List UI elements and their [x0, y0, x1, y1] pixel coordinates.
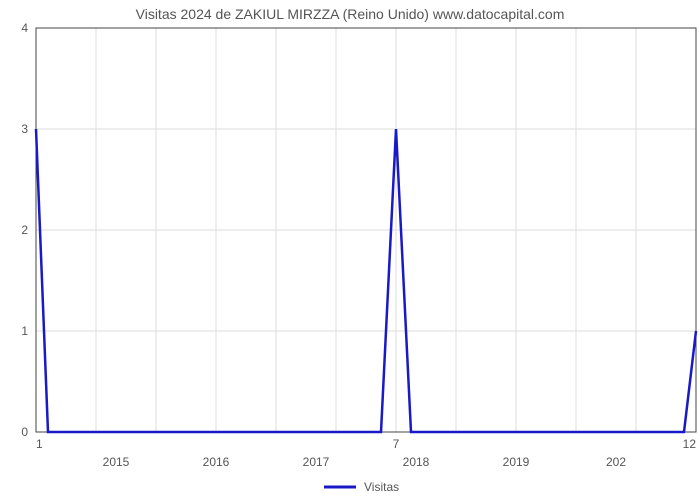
y-tick-label: 2	[21, 223, 28, 237]
line-chart: Visitas 2024 de ZAKIUL MIRZZA (Reino Uni…	[0, 0, 700, 500]
legend-label: Visitas	[364, 480, 399, 494]
chart-plot-area: 01234171220152016201720182019202Visitas	[0, 0, 700, 500]
x-tick-year-label: 2018	[403, 455, 430, 469]
x-tick-year-label: 2015	[103, 455, 130, 469]
y-tick-label: 1	[21, 324, 28, 338]
x-tick-year-label: 2019	[503, 455, 530, 469]
y-tick-label: 0	[21, 425, 28, 439]
x-tick-month-label: 12	[683, 437, 697, 451]
x-tick-year-label: 2017	[303, 455, 330, 469]
x-tick-month-label: 1	[36, 437, 43, 451]
x-tick-month-label: 7	[393, 437, 400, 451]
y-tick-label: 3	[21, 122, 28, 136]
series-line-visitas	[36, 129, 696, 432]
y-tick-label: 4	[21, 21, 28, 35]
x-tick-year-label: 202	[606, 455, 626, 469]
x-tick-year-label: 2016	[203, 455, 230, 469]
